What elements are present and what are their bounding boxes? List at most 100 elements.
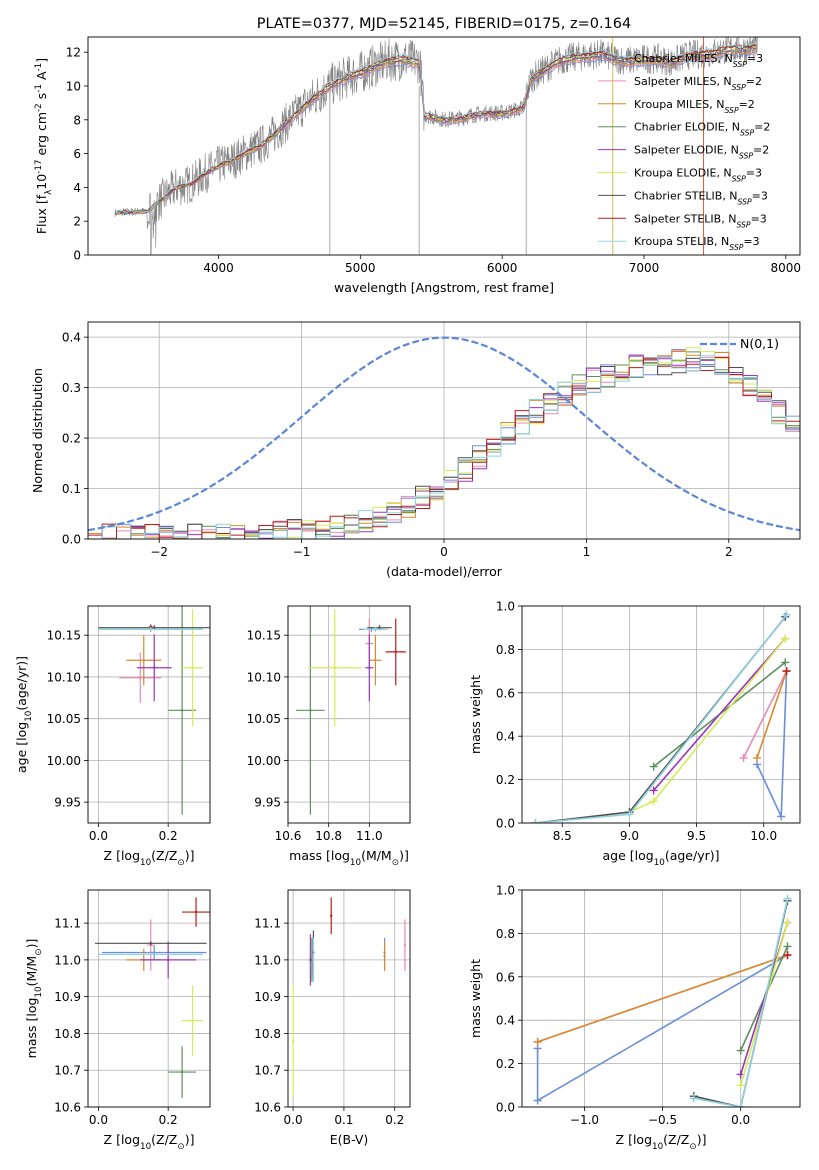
point-chabrier-miles: [101, 945, 207, 960]
tick-label-x: 6000: [487, 261, 518, 275]
legend-series-name: Chabrier ELODIE: [634, 121, 725, 134]
tick-label-y: 10.6: [54, 1101, 81, 1115]
axes-frame: [87, 36, 801, 256]
y-axis-label: mass [log10(M/M⊙)]: [24, 939, 44, 1059]
legend-label-salpeter-elodie: Salpeter ELODIE, NSSP=2: [634, 144, 769, 161]
point-salpeter-elodie: [309, 934, 312, 986]
point-marker: [291, 1039, 295, 1042]
weight-marker: [531, 819, 540, 823]
point-marker: [149, 628, 152, 631]
tick-label-y: 12: [66, 46, 81, 60]
axes-frame: [287, 889, 411, 1108]
plot-area-weight_vs_age: [531, 610, 791, 823]
tick-label-y: 4: [73, 181, 81, 195]
tick-label-x: 7000: [629, 261, 660, 275]
tick-label-x: −0.5: [648, 1113, 677, 1127]
y-axis-label: mass weight: [468, 675, 483, 754]
legend-label-kroupa-elodie: Kroupa ELODIE, NSSP=3: [634, 167, 762, 184]
tick-label-y: 10.00: [247, 754, 281, 768]
panel-mass_vs_Z: 0.0 0.2 10.6 10.7 10.8 10.9 11.0 11.1 Z [log10(Z…: [24, 889, 211, 1152]
x-axis-label: mass [log10(M/M⊙)]: [289, 848, 409, 868]
weight-line: [756, 670, 788, 759]
weight-line: [652, 637, 786, 792]
point-kroupa-stelib: [363, 626, 388, 632]
tick-label-x: 0.1: [334, 1113, 353, 1127]
weight-marker: [783, 942, 792, 951]
tick-label-x: 9.5: [687, 829, 706, 843]
point-salpeter-stelib: [182, 897, 210, 927]
legend-nssp: 3: [755, 167, 762, 180]
tick-label-y: 0.1: [62, 482, 81, 496]
panel-spectrum: 4000 5000 6000 7000 8000 0 2 4 6 8 10 12 wavelength …: [34, 16, 801, 295]
legend-series-name: Salpeter ELODIE: [634, 144, 724, 157]
legend-series-name: Chabrier MILES: [634, 52, 718, 65]
tick-label-y: 10.7: [54, 1064, 81, 1078]
legend-nssp: 2: [762, 144, 769, 157]
tick-label-y: 0.3: [62, 381, 81, 395]
point-chabrier-elodie: [168, 606, 197, 815]
weight-marker: [533, 1037, 542, 1046]
tick-label-y: 0.2: [496, 1057, 515, 1071]
tick-label-x: 5000: [345, 261, 376, 275]
tick-label-y: 10.15: [47, 629, 81, 643]
x-axis-label: Z [log10(Z/Z⊙)]: [104, 848, 195, 868]
tick-label-x: 4000: [203, 261, 234, 275]
point-marker: [180, 709, 184, 712]
tick-label-y: 10.00: [47, 754, 81, 768]
weight-marker: [649, 786, 658, 795]
plot-area-spectrum: [114, 37, 758, 255]
point-chabrier-stelib: [94, 941, 207, 946]
axes-frame: [87, 605, 211, 824]
plot-area-weight_vs_Z: [533, 894, 792, 1107]
weight-marker: [625, 810, 634, 819]
axes-frame: [287, 605, 411, 824]
y-axis-label: Flux [fλ10-17 erg cm-2 s-1 A-1]: [34, 58, 54, 234]
plot-area-age_vs_Z: [98, 606, 210, 815]
model-line-kroupa-elodie: [114, 46, 757, 215]
panel-weight_vs_Z: −1.0 −0.5 0.0 0.0 0.2 0.4 0.6 0.8 1.0 Z [log10(Z/…: [468, 884, 801, 1152]
tick-label-x: 2: [725, 545, 733, 559]
weight-line: [537, 954, 788, 1043]
legend-nssp: 2: [748, 98, 755, 111]
point-marker: [374, 659, 377, 662]
tick-label-x: 0.0: [89, 1113, 108, 1127]
tick-label-x: 0.0: [731, 1113, 750, 1127]
weight-series-salpeter-stelib: [782, 667, 791, 676]
point-marker: [194, 910, 198, 914]
legend-nssp: 3: [753, 235, 760, 248]
tick-label-y: 10.10: [247, 670, 281, 684]
tick-label-y: 10.6: [254, 1101, 281, 1115]
tick-label-y: 2: [73, 215, 81, 229]
tick-label-y: 10: [66, 80, 81, 94]
point-chabrier-elodie: [168, 1046, 197, 1098]
point-marker: [149, 953, 152, 956]
tick-label-y: 10.7: [254, 1064, 281, 1078]
tick-label-y: 0.8: [496, 927, 515, 941]
legend-series-name: Salpeter MILES: [634, 75, 716, 88]
point-chabrier-elodie: [296, 606, 325, 815]
point-kroupa-stelib: [312, 937, 315, 982]
legend-series-name: Kroupa ELODIE: [634, 167, 716, 180]
tick-label-x: 11.0: [356, 829, 383, 843]
weight-marker: [781, 634, 790, 643]
point-marker: [378, 626, 381, 629]
axes-frame: [87, 889, 211, 1108]
tick-label-x: 0.0: [89, 829, 108, 843]
weight-marker: [783, 918, 792, 927]
tick-label-y: 11.0: [254, 953, 281, 967]
plot-area-residuals: [88, 336, 800, 539]
weight-line: [693, 898, 789, 1107]
weight-series-kroupa-stelib: [531, 610, 791, 823]
y-axis-label: mass weight: [468, 959, 483, 1038]
panel-mass_vs_ebv: 0.0 0.1 0.2 10.6 10.7 10.8 10.9 11.0 11.1 E(B-V): [254, 889, 411, 1147]
tick-label-y: 10.9: [254, 990, 281, 1004]
point-marker: [333, 666, 336, 669]
weight-marker: [649, 797, 658, 806]
weight-marker: [736, 1081, 745, 1090]
tick-label-x: −2: [150, 545, 168, 559]
tick-label-y: 0.4: [496, 730, 515, 744]
tick-label-y: 6: [73, 147, 81, 161]
normal-curve: [88, 336, 800, 532]
axes-frame: [521, 889, 801, 1108]
point-kroupa-elodie: [291, 985, 295, 1096]
